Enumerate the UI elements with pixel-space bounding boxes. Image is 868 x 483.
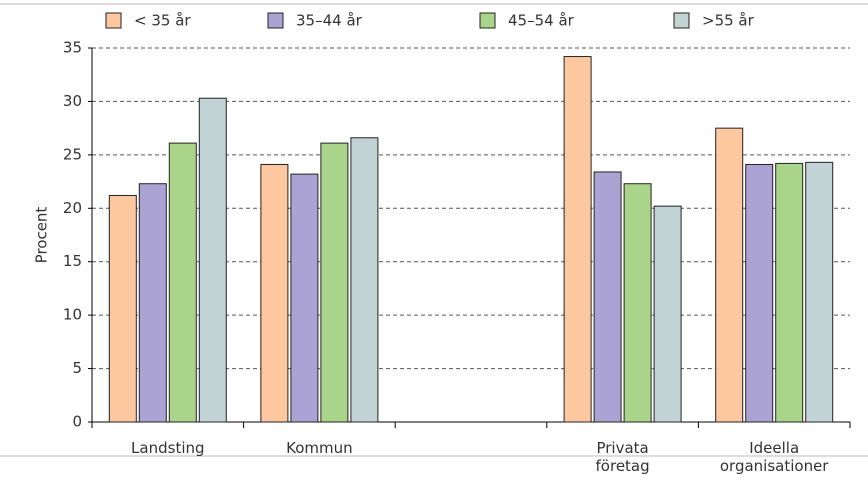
bar	[715, 127, 744, 423]
y-tick-label: 25	[63, 145, 82, 163]
bar	[653, 205, 682, 423]
y-axis-label: Procent	[33, 207, 51, 264]
bar	[593, 171, 622, 423]
bar	[260, 163, 289, 423]
bar	[775, 162, 804, 423]
bar	[108, 194, 137, 423]
y-tick-label: 15	[63, 252, 82, 270]
bar	[563, 56, 592, 423]
legend-swatch	[267, 12, 284, 29]
y-tick-label: 5	[72, 359, 82, 377]
x-tick-label: Ideella organisationer	[719, 439, 829, 475]
bar	[198, 97, 227, 423]
y-tick-label: 10	[63, 306, 82, 324]
bar	[320, 142, 349, 423]
bar	[350, 137, 379, 423]
x-tick-label: Kommun	[286, 439, 353, 457]
x-tick-label: Privata företag	[595, 439, 650, 475]
y-tick-label: 0	[72, 413, 82, 431]
bar	[623, 183, 652, 423]
y-tick-label: 20	[63, 199, 82, 217]
bar	[290, 173, 319, 423]
bar	[805, 161, 834, 423]
legend-label: 45–54 år	[508, 12, 575, 30]
legend-label: < 35 år	[134, 12, 191, 30]
bar	[168, 142, 197, 423]
y-tick-label: 35	[63, 39, 82, 57]
legend-swatch	[673, 12, 690, 29]
legend-label: 35–44 år	[296, 12, 363, 30]
legend-swatch	[105, 12, 122, 29]
bar	[138, 183, 167, 423]
legend-label: >55 år	[702, 12, 755, 30]
bar	[745, 163, 774, 423]
legend-swatch	[479, 12, 496, 29]
x-tick-label: Landsting	[131, 439, 205, 457]
y-tick-label: 30	[63, 92, 82, 110]
